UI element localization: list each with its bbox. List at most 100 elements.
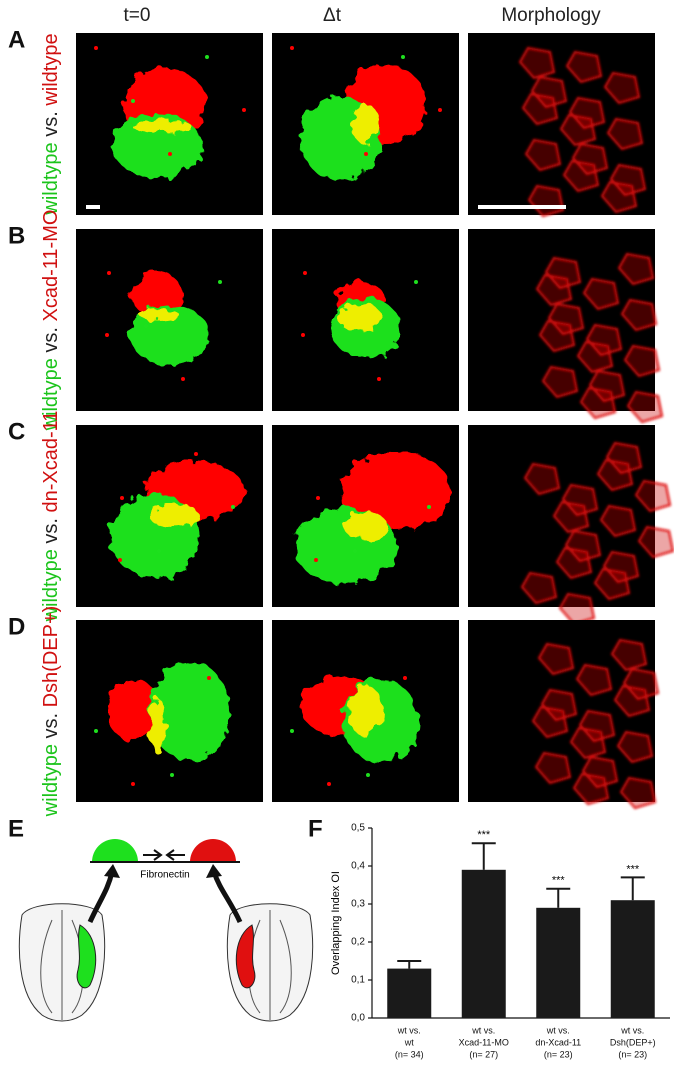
- cell: [537, 642, 575, 676]
- speck: [401, 55, 405, 59]
- x-tick-label: dn-Xcad-11: [535, 1037, 581, 1047]
- speck: [390, 452, 394, 456]
- row-label-part: wildtype: [40, 544, 62, 623]
- cell: [602, 550, 640, 584]
- micrograph: [272, 425, 459, 607]
- cell: [518, 46, 556, 80]
- cell: [616, 730, 654, 764]
- speck: [314, 558, 318, 562]
- explant: [351, 104, 380, 144]
- cell: [620, 298, 658, 332]
- speck: [218, 280, 222, 284]
- speck: [118, 558, 122, 562]
- explants: [112, 68, 207, 178]
- explants: [300, 676, 419, 763]
- explant: [149, 504, 200, 528]
- speck: [316, 496, 320, 500]
- explants: [330, 282, 401, 358]
- speck: [205, 55, 209, 59]
- row-label: wildtype vs. Xcad-11-MO: [40, 210, 62, 432]
- speck: [290, 46, 294, 50]
- cell: [541, 365, 579, 399]
- speck: [105, 333, 109, 337]
- x-tick-label: Dsh(DEP+): [610, 1037, 656, 1047]
- cell: [523, 462, 561, 496]
- column-header: Morphology: [501, 5, 601, 26]
- speck: [194, 452, 198, 456]
- cell: [588, 369, 626, 403]
- y-tick-label: 0,4: [351, 861, 365, 872]
- y-tick-label: 0,0: [351, 1013, 365, 1024]
- speck: [170, 773, 174, 777]
- speck: [120, 496, 124, 500]
- micrograph: [76, 425, 263, 607]
- explant: [131, 120, 192, 132]
- x-tick-label: wt vs.: [397, 1025, 421, 1035]
- speck: [377, 377, 381, 381]
- row-label: wildtype vs. Dsh(DEP+): [40, 606, 62, 818]
- cell: [534, 751, 572, 785]
- bar: [461, 869, 506, 1018]
- explant: [149, 698, 166, 754]
- explants: [293, 451, 451, 584]
- micrograph: [272, 229, 459, 411]
- row-label-part: vs.: [40, 707, 62, 738]
- panel-letter: F: [308, 815, 323, 842]
- y-axis-title: Overlapping Index OI: [330, 871, 342, 975]
- speck: [303, 271, 307, 275]
- cell: [609, 163, 647, 197]
- row-label: wildtype vs. wildtype: [40, 33, 62, 215]
- row-label-part: dn-Xcad-11: [40, 411, 62, 513]
- x-tick-label: wt: [404, 1037, 414, 1047]
- explants: [106, 661, 230, 761]
- explants: [300, 64, 426, 181]
- explant: [106, 681, 163, 741]
- cell: [637, 525, 674, 559]
- speck: [131, 99, 135, 103]
- cell: [524, 138, 562, 172]
- explant: [340, 451, 451, 531]
- row-label-part: vs.: [40, 106, 62, 137]
- speck: [94, 729, 98, 733]
- panel-letter: D: [8, 613, 25, 640]
- explant: [149, 661, 230, 761]
- cell: [582, 277, 620, 311]
- speck: [403, 676, 407, 680]
- cell: [622, 667, 660, 701]
- speck: [327, 99, 331, 103]
- x-tick-label: (n= 23): [618, 1049, 647, 1059]
- significance: ***: [552, 875, 566, 887]
- cell: [561, 483, 599, 517]
- y-tick-label: 0,2: [351, 937, 365, 948]
- speck: [242, 108, 246, 112]
- bar: [610, 900, 655, 1018]
- row-label-part: vs.: [40, 321, 62, 352]
- row-label-part: wildtype: [40, 33, 62, 106]
- row-label: wildtype vs. dn-Xcad-11: [40, 411, 62, 623]
- x-tick-label: Xcad-11-MO: [459, 1037, 509, 1047]
- explant: [139, 309, 180, 321]
- panel-letter: C: [8, 418, 25, 445]
- x-tick-label: (n= 27): [469, 1049, 498, 1059]
- substrate-label: Fibronectin: [140, 870, 189, 881]
- speck: [181, 377, 185, 381]
- speck: [157, 549, 161, 553]
- x-tick-label: wt vs.: [546, 1025, 570, 1035]
- explants: [109, 461, 245, 578]
- speck: [231, 505, 235, 509]
- micrograph: [76, 620, 263, 802]
- column-header: Δt: [323, 5, 342, 26]
- cell: [599, 504, 637, 538]
- cell: [605, 441, 643, 475]
- cell: [530, 75, 568, 109]
- micrograph: [76, 33, 263, 215]
- panel-letter: B: [8, 222, 25, 249]
- cell: [634, 479, 672, 513]
- cell: [558, 592, 596, 626]
- row-label-part: wildtype: [40, 353, 62, 432]
- row-label-part: Dsh(DEP+): [40, 606, 62, 708]
- cells: [520, 441, 674, 626]
- micrograph: [468, 33, 655, 218]
- speck: [427, 505, 431, 509]
